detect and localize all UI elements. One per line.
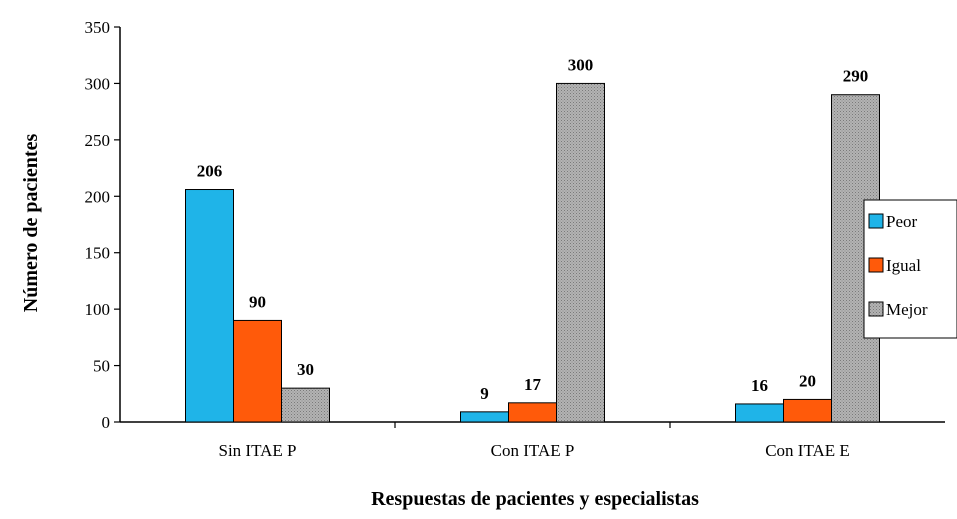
bar-peor: [185, 189, 234, 423]
x-tick-label: Sin ITAE P: [219, 441, 297, 460]
data-label: 9: [480, 384, 489, 403]
legend-swatch-peor: [868, 213, 884, 229]
y-axis-title: Número de pacientes: [20, 134, 42, 313]
y-tick-label: 50: [93, 357, 110, 376]
legend-swatch-mejor: [868, 301, 884, 317]
bar-peor: [460, 411, 509, 423]
x-tick-label: Con ITAE P: [491, 441, 575, 460]
data-label: 206: [197, 162, 223, 181]
y-tick-label: 150: [85, 244, 111, 263]
data-label: 90: [249, 292, 266, 311]
y-tick-label: 250: [85, 131, 111, 150]
legend-label: Mejor: [886, 300, 928, 319]
data-label: 20: [799, 371, 816, 390]
y-tick-label: 350: [85, 18, 111, 37]
x-axis-title: Respuestas de pacientes y especialistas: [371, 488, 699, 510]
data-label: 30: [297, 360, 314, 379]
legend: Peor Igual Mejor: [863, 199, 957, 339]
bar-igual: [233, 319, 282, 423]
x-tick-label: Con ITAE E: [765, 441, 850, 460]
bar-mejor: [281, 387, 330, 423]
legend-swatch-igual: [868, 257, 884, 273]
bar-igual: [508, 402, 557, 423]
data-label: 290: [843, 67, 869, 86]
bar-mejor: [556, 82, 605, 423]
y-tick-label: 100: [85, 300, 111, 319]
y-tick-label: 300: [85, 74, 111, 93]
y-tick-label: 200: [85, 187, 111, 206]
bar-peor: [735, 403, 784, 423]
data-label: 300: [568, 55, 594, 74]
data-label: 17: [524, 375, 542, 394]
plot-area: 0 50 100 150 200 250 300 350 Sin ITAE P 206 90 30 Co…: [85, 18, 945, 460]
legend-label: Peor: [886, 212, 918, 231]
legend-label: Igual: [886, 256, 921, 275]
data-label: 16: [751, 376, 768, 395]
y-tick-label: 0: [102, 413, 111, 432]
bar-igual: [783, 398, 832, 423]
